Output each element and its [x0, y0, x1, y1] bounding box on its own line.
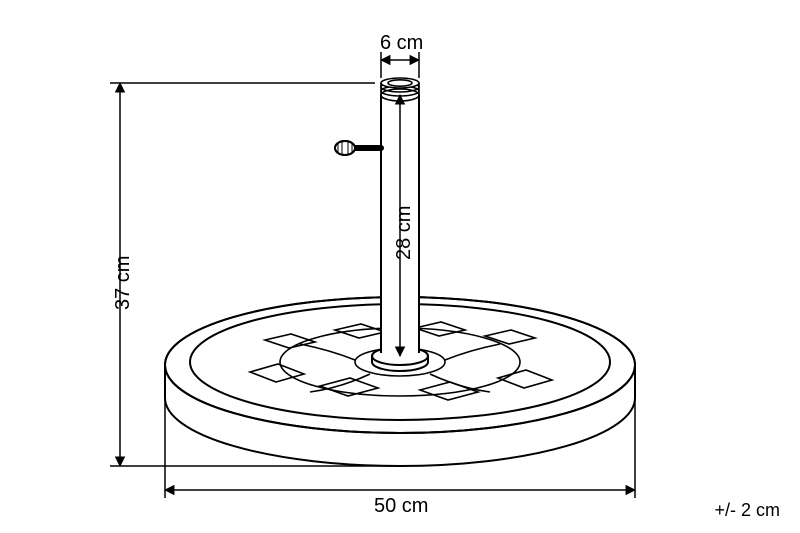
tightening-knob — [335, 141, 381, 155]
label-total-height: 37 cm — [112, 256, 135, 310]
tolerance-note: +/- 2 cm — [714, 500, 780, 521]
label-tube-height: 28 cm — [393, 206, 416, 260]
label-tube-diameter: 6 cm — [380, 32, 423, 55]
diagram-stage: 37 cm 28 cm 6 cm 50 cm +/- 2 cm — [0, 0, 800, 533]
dim-tube-diameter — [381, 52, 419, 78]
label-base-diameter: 50 cm — [374, 495, 428, 518]
